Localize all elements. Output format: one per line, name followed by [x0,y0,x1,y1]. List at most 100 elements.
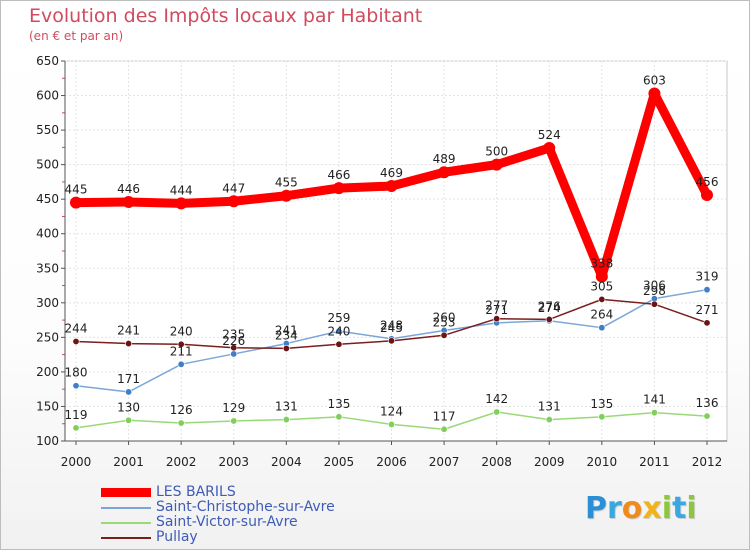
series-layer [70,87,713,433]
data-label: 135 [590,397,613,411]
legend-swatch-les-barils [101,488,151,497]
data-point [177,419,185,427]
data-point [230,344,238,352]
data-label: 446 [117,182,140,196]
data-point [177,360,185,368]
data-point [230,417,238,425]
data-label: 240 [170,324,193,338]
y-tick-label: 200 [36,365,59,379]
data-point [387,420,395,428]
data-label: 245 [380,321,403,335]
data-point [227,195,240,208]
data-label: 135 [327,397,350,411]
data-point [598,295,606,303]
data-point [440,331,448,339]
data-point [703,412,711,420]
logo-letter: i [661,491,673,526]
y-tick-label: 100 [36,434,59,448]
data-point [703,286,711,294]
data-point [332,182,345,195]
data-point [122,195,135,208]
data-point [280,189,293,202]
data-point [335,327,343,335]
data-label: 141 [643,393,666,407]
data-label: 226 [222,334,245,348]
logo-letter: r [607,491,622,526]
legend-item-pullay: Pullay [101,529,401,545]
data-point [72,382,80,390]
data-label: 131 [275,400,298,414]
data-label: 142 [485,392,508,406]
x-tick-label: 2002 [166,455,197,469]
data-point [177,340,185,348]
data-label: 119 [65,408,88,422]
x-tick-label: 2000 [61,455,92,469]
legend-label-saint-victor: Saint-Victor-sur-Avre [156,514,298,530]
data-label: 264 [590,308,613,322]
chart-subtitle: (en € et par an) [29,29,124,43]
y-tick-label: 500 [36,158,59,172]
data-label: 117 [433,409,456,423]
data-label: 259 [327,311,350,325]
data-point [335,340,343,348]
logo-letter: P [585,491,607,526]
data-label: 136 [696,396,719,410]
data-label: 456 [696,175,719,189]
data-label: 277 [485,299,508,313]
logo-letter: t [672,491,687,526]
y-tick-label: 300 [36,296,59,310]
data-label: 466 [327,168,350,182]
x-tick-label: 2009 [534,455,565,469]
y-tick-label: 400 [36,227,59,241]
data-label: 603 [643,73,666,87]
data-label: 131 [538,400,561,414]
x-tick-label: 2007 [429,455,460,469]
data-point [543,142,556,155]
data-label: 171 [117,372,140,386]
data-point [650,300,658,308]
chart-title: Evolution des Impôts locaux par Habitant [29,5,423,27]
data-label: 319 [696,270,719,284]
legend-label-pullay: Pullay [156,529,198,545]
data-point [598,413,606,421]
x-tick-label: 2012 [692,455,723,469]
x-tick-label: 2003 [218,455,249,469]
data-point [493,315,501,323]
logo-letter: i [686,491,697,526]
data-point [650,409,658,417]
legend-swatch-saint-christophe [101,507,151,509]
data-label: 447 [222,181,245,195]
data-point [335,413,343,421]
data-point [440,425,448,433]
legend-item-saint-christophe: Saint-Christophe-sur-Avre [101,499,401,515]
data-point [282,416,290,424]
data-label: 298 [643,284,666,298]
data-point [493,408,501,416]
logo-letter: o [621,491,643,526]
data-point [385,180,398,193]
data-label: 306 [643,279,666,293]
data-label: 235 [222,328,245,342]
data-point [438,166,451,179]
data-point [70,196,82,209]
legend: LES BARILS Saint-Christophe-sur-Avre Sai… [101,484,401,545]
plot-area [64,60,728,442]
data-point [545,315,553,323]
data-label: 524 [538,128,561,142]
data-point [125,388,133,396]
data-label: 124 [380,404,403,418]
grid [65,60,727,441]
data-label: 129 [222,401,245,415]
legend-item-les-barils: LES BARILS [101,484,401,500]
data-label: 241 [117,324,140,338]
legend-label-les-barils: LES BARILS [156,484,236,500]
x-tick-label: 2001 [113,455,144,469]
y-tick-label: 350 [36,261,59,275]
x-tick-label: 2011 [639,455,670,469]
data-point [230,350,238,358]
y-tick-label: 550 [36,123,59,137]
data-label: 445 [65,183,88,197]
data-label: 469 [380,166,403,180]
x-tick-label: 2008 [481,455,512,469]
